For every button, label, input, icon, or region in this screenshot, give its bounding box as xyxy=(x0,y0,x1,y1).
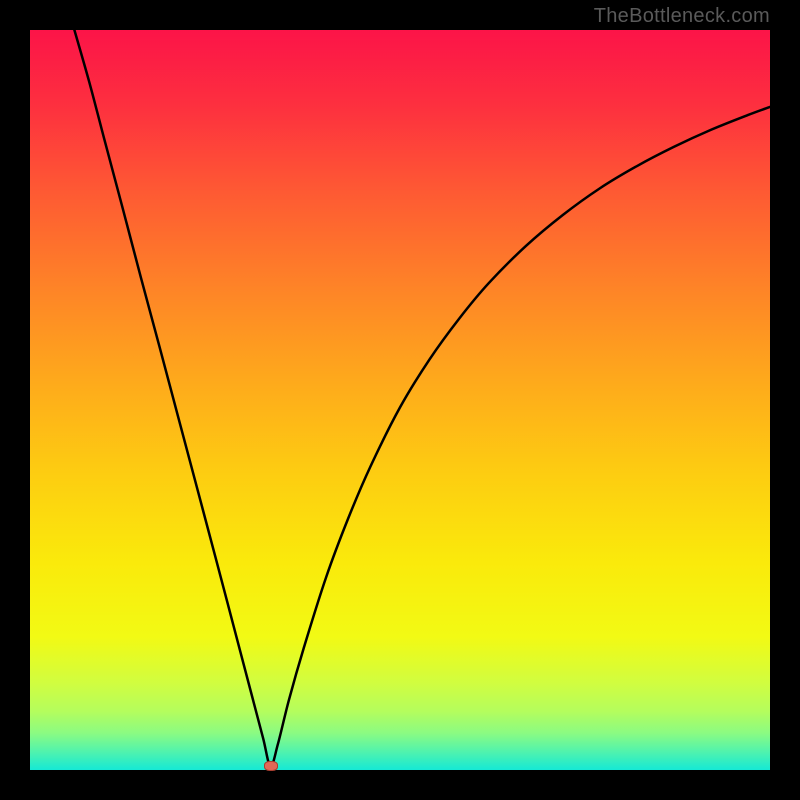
chart-outer-frame: TheBottleneck.com xyxy=(0,0,800,800)
attribution-label: TheBottleneck.com xyxy=(594,5,770,28)
chart-plot-area xyxy=(30,30,770,770)
minimum-marker xyxy=(264,761,278,771)
chart-svg xyxy=(30,30,770,770)
